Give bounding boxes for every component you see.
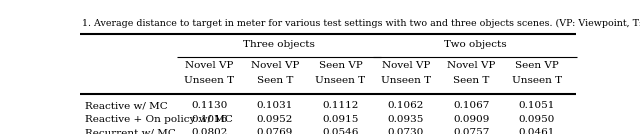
Text: Unseen T: Unseen T bbox=[316, 76, 365, 85]
Text: Novel VP: Novel VP bbox=[447, 61, 495, 70]
Text: Novel VP: Novel VP bbox=[381, 61, 430, 70]
Text: Recurrent w/ MC: Recurrent w/ MC bbox=[85, 128, 176, 134]
Text: Two objects: Two objects bbox=[444, 40, 506, 49]
Text: Unseen T: Unseen T bbox=[381, 76, 431, 85]
Text: 0.0802: 0.0802 bbox=[191, 128, 228, 134]
Text: 0.0769: 0.0769 bbox=[257, 128, 293, 134]
Text: 0.0950: 0.0950 bbox=[518, 115, 555, 124]
Text: 0.0546: 0.0546 bbox=[322, 128, 358, 134]
Text: Unseen T: Unseen T bbox=[512, 76, 562, 85]
Text: 0.0952: 0.0952 bbox=[257, 115, 293, 124]
Text: 0.1016: 0.1016 bbox=[191, 115, 228, 124]
Text: 0.1130: 0.1130 bbox=[191, 101, 228, 110]
Text: Novel VP: Novel VP bbox=[251, 61, 299, 70]
Text: 1. Average distance to target in meter for various test settings with two and th: 1. Average distance to target in meter f… bbox=[83, 19, 640, 28]
Text: 0.1112: 0.1112 bbox=[322, 101, 358, 110]
Text: 0.1067: 0.1067 bbox=[453, 101, 490, 110]
Text: Reactive w/ MC: Reactive w/ MC bbox=[85, 101, 168, 110]
Text: 0.1062: 0.1062 bbox=[388, 101, 424, 110]
Text: 0.0935: 0.0935 bbox=[388, 115, 424, 124]
Text: Seen T: Seen T bbox=[257, 76, 293, 85]
Text: Three objects: Three objects bbox=[243, 40, 315, 49]
Text: Seen VP: Seen VP bbox=[515, 61, 559, 70]
Text: 0.1051: 0.1051 bbox=[518, 101, 555, 110]
Text: Seen T: Seen T bbox=[453, 76, 490, 85]
Text: 0.0909: 0.0909 bbox=[453, 115, 490, 124]
Text: 0.0461: 0.0461 bbox=[518, 128, 555, 134]
Text: Novel VP: Novel VP bbox=[185, 61, 234, 70]
Text: 0.0757: 0.0757 bbox=[453, 128, 490, 134]
Text: Seen VP: Seen VP bbox=[319, 61, 362, 70]
Text: Reactive + On policy w/ MC: Reactive + On policy w/ MC bbox=[85, 115, 233, 124]
Text: 0.0730: 0.0730 bbox=[388, 128, 424, 134]
Text: 0.0915: 0.0915 bbox=[322, 115, 358, 124]
Text: Unseen T: Unseen T bbox=[184, 76, 234, 85]
Text: 0.1031: 0.1031 bbox=[257, 101, 293, 110]
